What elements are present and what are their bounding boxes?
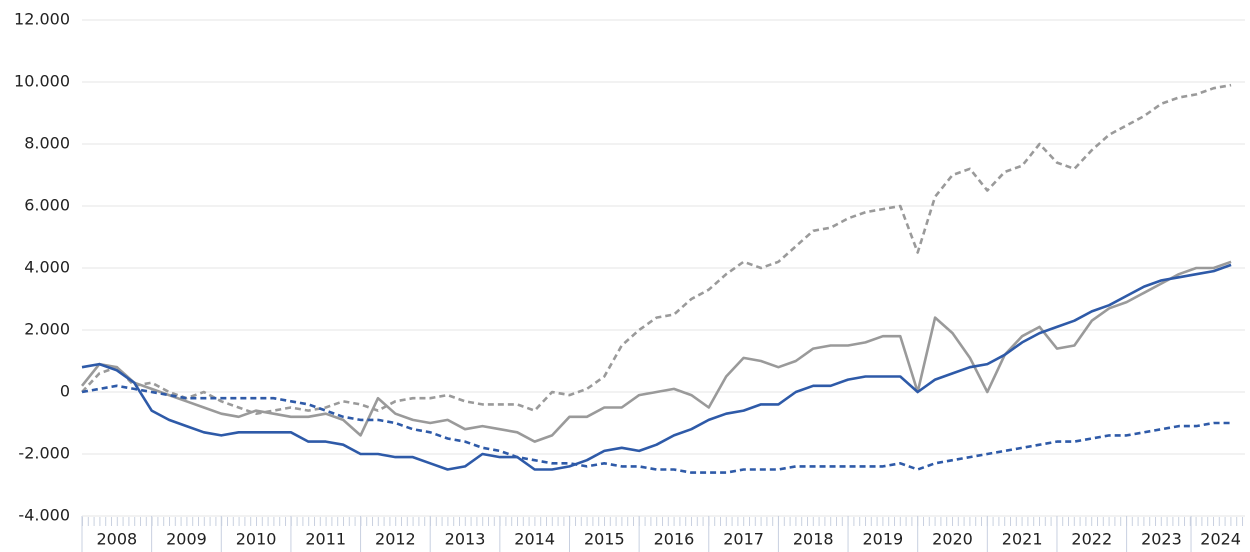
y-tick-label: 4.000 (24, 258, 70, 277)
x-tick-label: 2009 (166, 530, 207, 549)
series-line (81, 83, 1232, 415)
x-tick-label: 2016 (654, 530, 695, 549)
y-tick-label: 0 (60, 382, 70, 401)
x-tick-label: 2013 (445, 530, 486, 549)
y-tick-label: 2.000 (24, 320, 70, 339)
series-line (80, 260, 1232, 443)
x-tick-label: 2018 (793, 530, 834, 549)
y-tick-label: 8.000 (24, 134, 70, 153)
x-tick-label: 2021 (1002, 530, 1043, 549)
series-line (81, 263, 1232, 471)
x-tick-label: 2022 (1071, 530, 1112, 549)
x-tick-label: 2010 (236, 530, 277, 549)
x-tick-label: 2015 (584, 530, 625, 549)
y-tick-label: -4.000 (18, 506, 70, 525)
x-tick-label: 2014 (514, 530, 555, 549)
x-tick-label: 2020 (932, 530, 973, 549)
y-tick-label: 6.000 (24, 196, 70, 215)
x-tick-label: 2023 (1141, 530, 1182, 549)
x-tick-label: 2017 (723, 530, 764, 549)
x-tick-label: 2012 (375, 530, 416, 549)
minor-ticks (82, 517, 1245, 526)
y-tick-label: 10.000 (14, 72, 70, 91)
x-tick-label: 2008 (96, 530, 137, 549)
x-tick-label: 2011 (305, 530, 346, 549)
x-tick-label: 2024 (1200, 530, 1241, 549)
series-line (81, 384, 1232, 474)
y-tick-label: 12.000 (14, 10, 70, 29)
y-tick-label: -2.000 (18, 444, 70, 463)
x-tick-label: 2019 (863, 530, 904, 549)
